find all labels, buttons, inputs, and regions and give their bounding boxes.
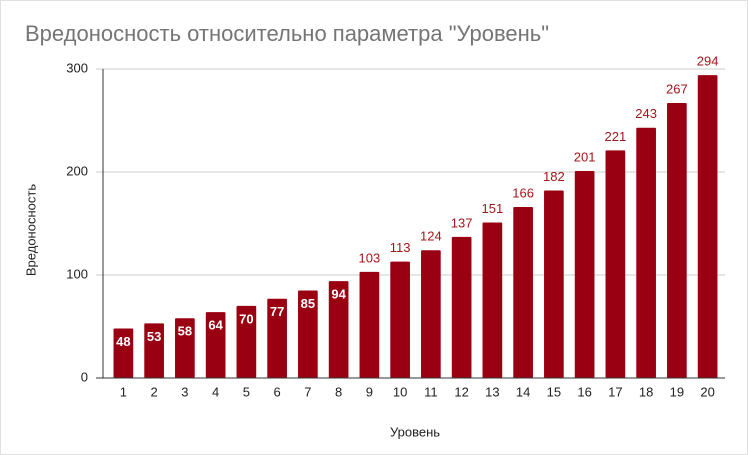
x-tick-label: 14 — [516, 384, 530, 399]
bar — [574, 170, 595, 378]
data-label: 48 — [116, 334, 130, 349]
x-tick-label: 18 — [639, 384, 653, 399]
x-tick-label: 16 — [577, 384, 591, 399]
y-tick-label: 300 — [66, 60, 88, 75]
data-label: 94 — [331, 287, 346, 302]
bar — [236, 305, 257, 378]
bar — [605, 150, 626, 378]
data-label: 243 — [635, 106, 657, 121]
bar — [636, 127, 656, 379]
x-tick-label: 17 — [608, 384, 622, 399]
data-label: 64 — [208, 318, 223, 333]
data-label: 294 — [697, 54, 719, 69]
bar — [544, 190, 564, 378]
x-tick-label: 3 — [181, 384, 188, 399]
data-label: 221 — [605, 129, 627, 144]
data-label: 113 — [390, 240, 411, 255]
x-axis-title: Уровень — [390, 424, 440, 439]
data-label: 103 — [359, 250, 381, 265]
bar — [482, 222, 503, 378]
data-label: 53 — [147, 329, 161, 344]
bar — [144, 323, 164, 378]
data-label: 137 — [451, 215, 473, 230]
x-tick-label: 11 — [424, 384, 438, 399]
chart-title: Вредоносность относительно параметра "Ур… — [25, 21, 549, 46]
x-tick-label: 19 — [670, 384, 684, 399]
data-label: 201 — [574, 149, 596, 164]
bar — [113, 328, 134, 378]
data-label: 182 — [543, 169, 565, 184]
bar — [667, 102, 687, 379]
bar — [328, 281, 349, 378]
bar — [697, 75, 718, 379]
x-tick-label: 4 — [212, 384, 219, 399]
y-tick-label: 0 — [81, 369, 88, 384]
data-label: 70 — [239, 311, 253, 326]
x-tick-label: 15 — [547, 384, 561, 399]
y-axis-title: Вредоносность — [23, 184, 38, 276]
bar — [451, 236, 472, 378]
x-tick-label: 10 — [393, 384, 407, 399]
x-tick-label: 8 — [335, 384, 342, 399]
x-tick-label: 12 — [454, 384, 468, 399]
bar — [205, 312, 226, 378]
bar — [359, 271, 380, 378]
x-tick-label: 13 — [485, 384, 499, 399]
bar — [421, 250, 441, 378]
data-label: 85 — [301, 296, 315, 311]
x-tick-label: 2 — [151, 384, 158, 399]
y-tick-label: 100 — [66, 266, 88, 281]
bar — [298, 290, 318, 378]
bar — [175, 318, 195, 378]
data-label: 151 — [482, 201, 504, 216]
y-tick-label: 200 — [66, 163, 88, 178]
data-label: 166 — [512, 185, 534, 200]
x-tick-label: 7 — [304, 384, 311, 399]
x-tick-label: 9 — [366, 384, 373, 399]
data-label: 58 — [178, 324, 192, 339]
data-label: 77 — [270, 304, 284, 319]
data-label: 267 — [666, 81, 688, 96]
x-tick-label: 20 — [700, 384, 714, 399]
x-tick-label: 6 — [274, 384, 281, 399]
bar — [390, 261, 410, 378]
x-tick-label: 1 — [120, 384, 127, 399]
data-label: 124 — [420, 229, 442, 244]
x-tick-label: 5 — [243, 384, 250, 399]
bar — [267, 298, 287, 378]
bar — [513, 207, 533, 378]
